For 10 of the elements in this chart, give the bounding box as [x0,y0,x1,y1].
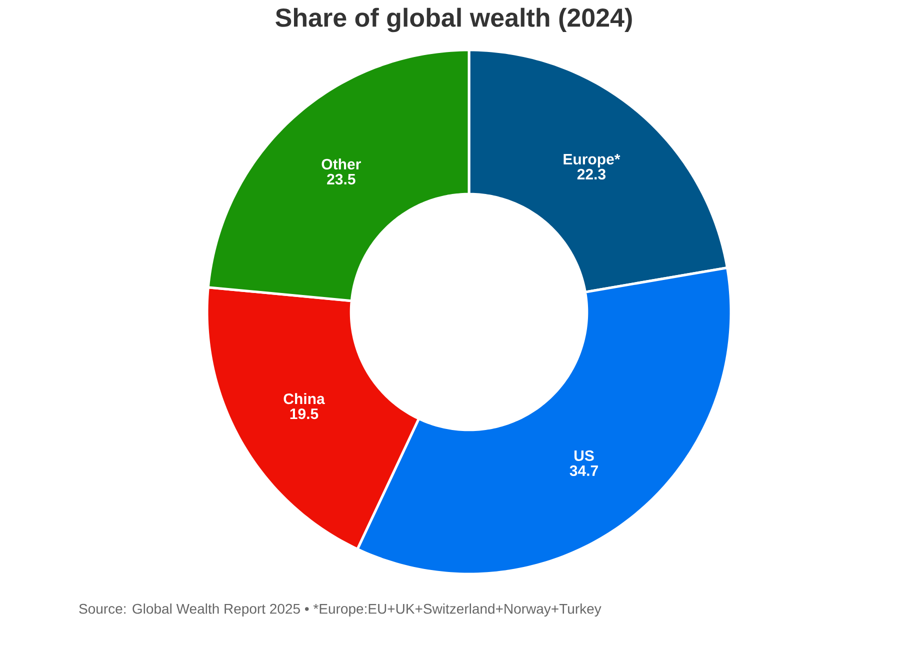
source-note: Source: Global Wealth Report 2025 • *Europe:EU+UK+Switzerland+Norway+Turkey [79,603,602,617]
slice-label: US [574,450,594,461]
slice-label: Other [322,158,361,170]
data-label: 22.3 [577,168,606,180]
data-label: 34.7 [570,465,598,476]
slice-label: Europe* [564,154,620,168]
slice-label: China [284,393,325,404]
data-label: 19.5 [290,408,318,420]
data-label: 23.5 [327,174,356,185]
chart-title: Share of global wealth (2024) [276,8,632,32]
